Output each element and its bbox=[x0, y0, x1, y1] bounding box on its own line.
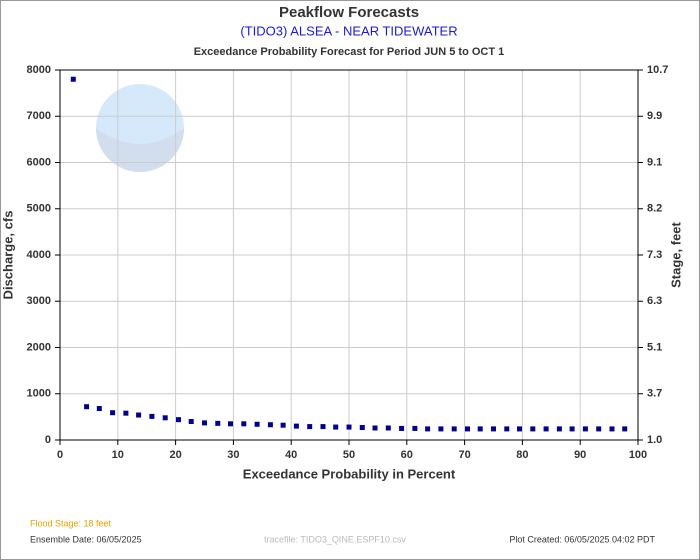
point bbox=[307, 424, 313, 430]
point bbox=[530, 426, 536, 432]
y2-tick-label: 10.7 bbox=[647, 64, 668, 76]
x-tick-label: 30 bbox=[227, 449, 239, 461]
point bbox=[609, 426, 615, 432]
y-tick-label: 8000 bbox=[27, 64, 51, 76]
point bbox=[543, 426, 549, 432]
point bbox=[136, 412, 142, 418]
y-tick-label: 5000 bbox=[27, 203, 51, 215]
y2-tick-label: 7.3 bbox=[647, 249, 662, 261]
chart-title: Peakflow Forecasts bbox=[279, 4, 419, 21]
x-axis-label: Exceedance Probability in Percent bbox=[243, 466, 456, 481]
point bbox=[399, 425, 405, 431]
point bbox=[254, 421, 260, 427]
x-tick-label: 100 bbox=[629, 449, 647, 461]
point bbox=[149, 413, 155, 419]
point bbox=[346, 424, 352, 430]
y-tick-label: 2000 bbox=[27, 341, 51, 353]
point bbox=[569, 426, 575, 432]
point bbox=[517, 426, 523, 432]
point bbox=[162, 415, 168, 421]
plot-area bbox=[59, 69, 639, 441]
point bbox=[412, 425, 418, 431]
y-tick-label: 0 bbox=[45, 434, 51, 446]
point bbox=[241, 421, 247, 427]
point bbox=[359, 425, 365, 431]
y-tick-label: 6000 bbox=[27, 156, 51, 168]
point bbox=[188, 419, 194, 424]
y-tick-label: 4000 bbox=[27, 249, 51, 261]
point bbox=[491, 426, 496, 432]
point bbox=[70, 76, 76, 82]
ensemble-date: Ensemble Date: 06/05/2025 bbox=[30, 534, 142, 544]
point bbox=[215, 420, 221, 426]
y2-tick-label: 9.1 bbox=[647, 156, 662, 168]
point bbox=[280, 422, 286, 428]
y-tick-label: 3000 bbox=[27, 295, 51, 307]
y2-tick-label: 9.9 bbox=[647, 110, 662, 122]
y2-tick-label: 8.2 bbox=[647, 203, 662, 215]
point bbox=[425, 426, 431, 432]
point bbox=[267, 422, 273, 428]
point bbox=[464, 426, 470, 432]
point bbox=[96, 406, 102, 412]
point bbox=[438, 426, 444, 432]
chart-subtitle: (TIDO3) ALSEA - NEAR TIDEWATER bbox=[240, 23, 457, 38]
point bbox=[110, 410, 116, 416]
y2-tick-label: 1.0 bbox=[647, 434, 662, 446]
x-tick-label: 40 bbox=[285, 449, 297, 461]
point bbox=[228, 421, 234, 427]
x-tick-label: 50 bbox=[343, 449, 355, 461]
x-tick-label: 70 bbox=[458, 449, 470, 461]
point bbox=[582, 426, 588, 432]
point bbox=[293, 423, 299, 429]
x-tick-label: 20 bbox=[169, 449, 181, 461]
point bbox=[556, 426, 562, 432]
x-tick-label: 90 bbox=[574, 449, 586, 461]
tracefile: tracefile: TIDO3_QINE.ESPF10.csv bbox=[264, 534, 406, 544]
y2-axis-label: Stage, feet bbox=[668, 221, 683, 287]
y2-tick-label: 6.3 bbox=[647, 295, 662, 307]
x-tick-label: 10 bbox=[112, 449, 124, 461]
point bbox=[477, 426, 483, 432]
point bbox=[622, 426, 628, 432]
point bbox=[202, 420, 207, 426]
x-tick-label: 60 bbox=[401, 449, 413, 461]
y-tick-label: 1000 bbox=[27, 388, 51, 400]
point bbox=[175, 417, 181, 423]
point bbox=[372, 425, 378, 431]
point bbox=[385, 425, 391, 431]
point bbox=[596, 426, 602, 432]
point bbox=[333, 424, 339, 430]
noaa-logo bbox=[96, 84, 184, 172]
y2-tick-label: 5.1 bbox=[647, 341, 662, 353]
point bbox=[320, 424, 326, 430]
point bbox=[504, 426, 510, 432]
point bbox=[84, 404, 90, 410]
x-tick-label: 0 bbox=[57, 449, 63, 461]
plot-created: Plot Created: 06/05/2025 04:02 PDT bbox=[509, 534, 655, 544]
x-tick-label: 80 bbox=[516, 449, 528, 461]
y-axis-label: Discharge, cfs bbox=[0, 211, 15, 300]
chart-caption: Exceedance Probability Forecast for Peri… bbox=[194, 46, 505, 58]
point bbox=[123, 410, 129, 416]
y-tick-label: 7000 bbox=[27, 110, 51, 122]
point bbox=[451, 426, 457, 432]
flood-stage: Flood Stage: 18 feet bbox=[30, 518, 112, 528]
y2-tick-label: 3.7 bbox=[647, 388, 662, 400]
